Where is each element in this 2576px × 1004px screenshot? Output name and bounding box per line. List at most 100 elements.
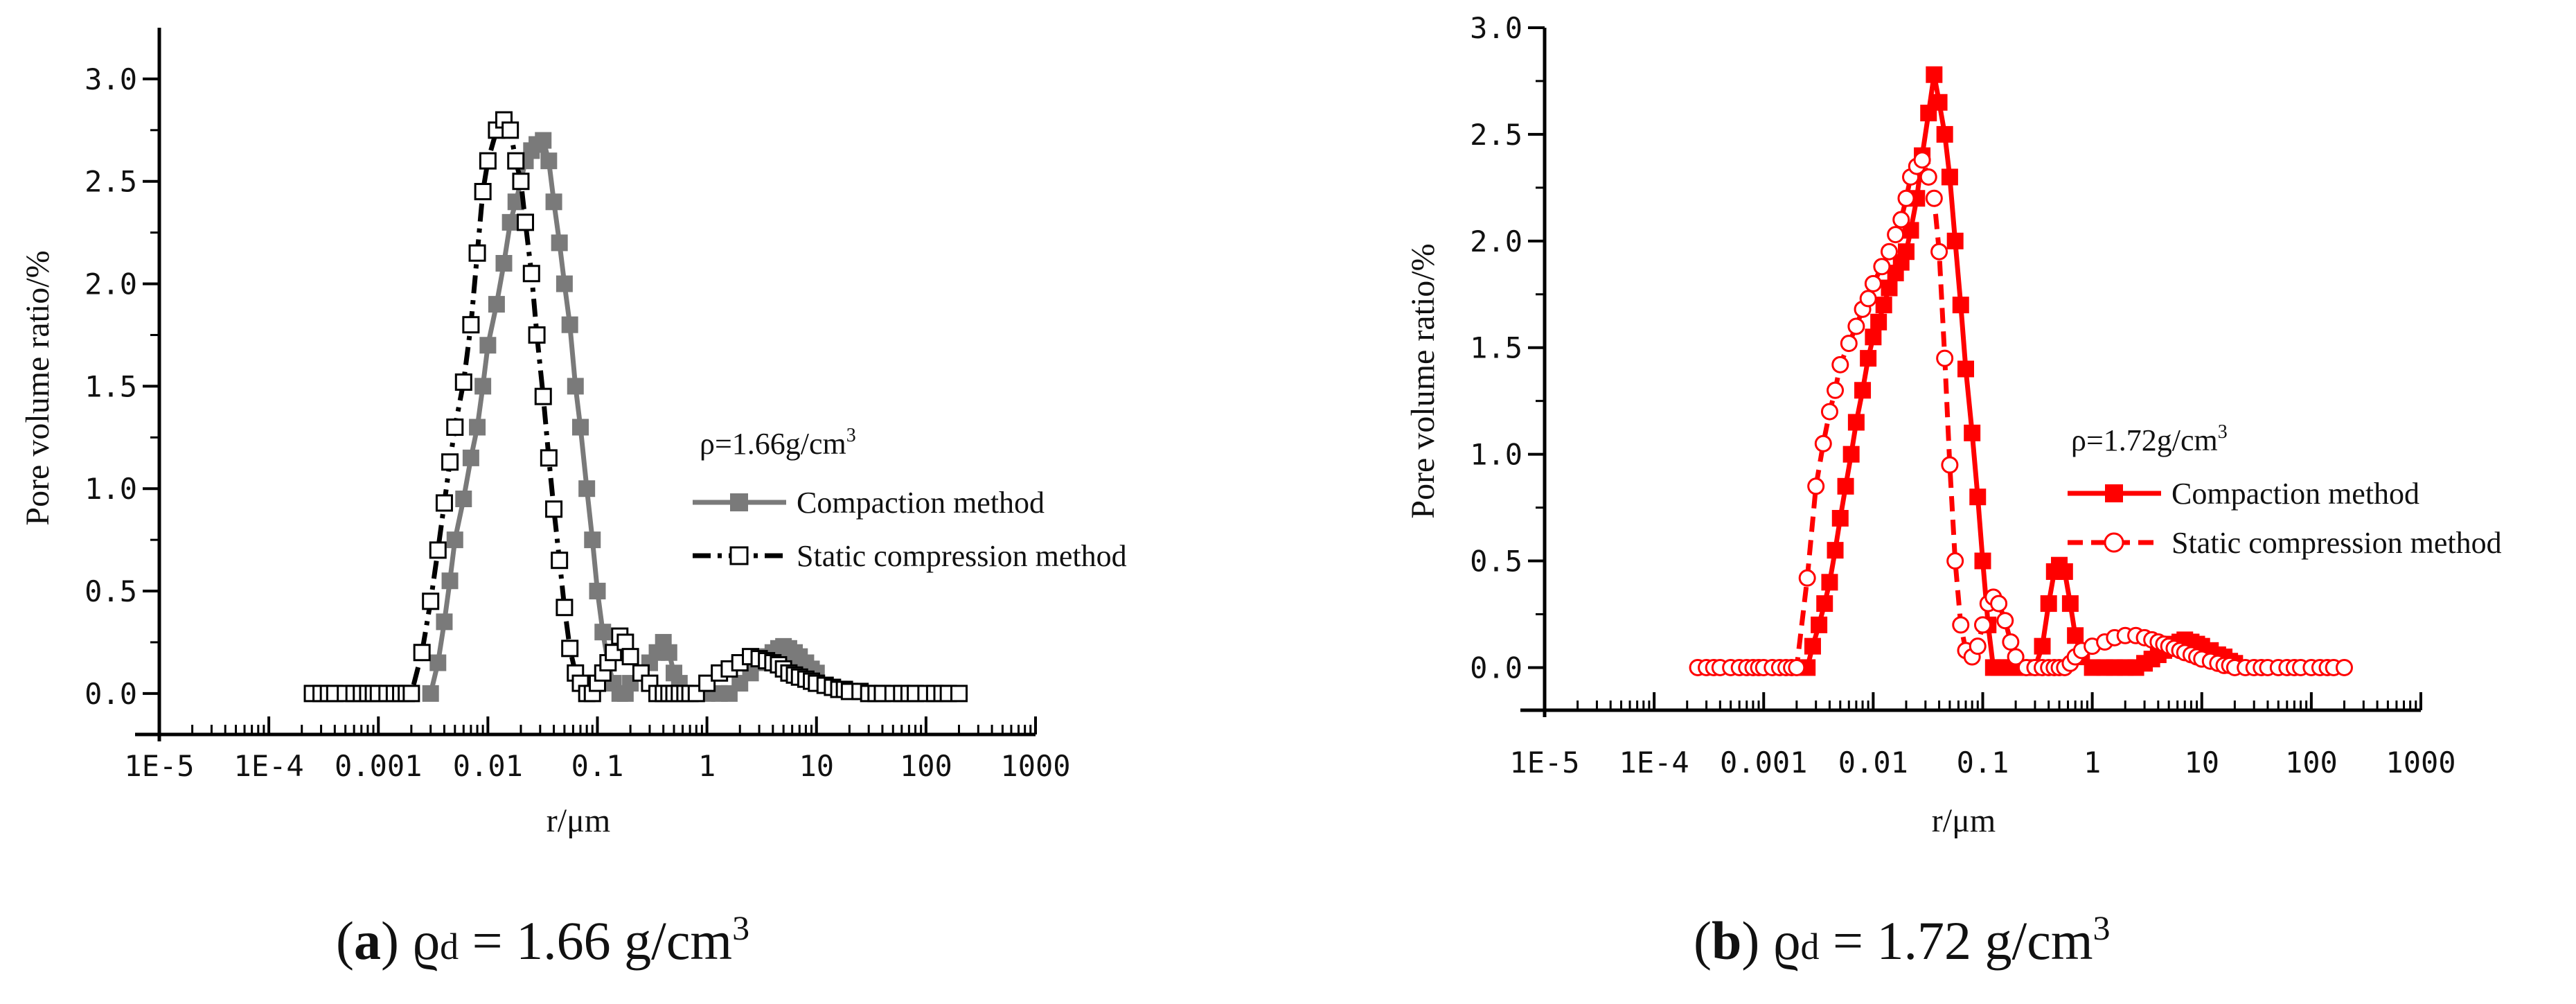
- point-static-compression-method: [1897, 189, 1915, 207]
- point-static-compression-method: [2335, 658, 2353, 676]
- point-static-compression-method: [454, 373, 472, 391]
- x-tick-label: 0.1: [1957, 746, 2009, 780]
- point-static-compression-method: [462, 316, 480, 334]
- point-compaction-method: [578, 480, 596, 497]
- point-compaction-method: [1831, 509, 1849, 527]
- point-compaction-method: [495, 255, 513, 272]
- y-tick-label: 3.0: [1470, 11, 1522, 45]
- point-compaction-method: [594, 624, 612, 641]
- point-static-compression-method: [1892, 211, 1910, 229]
- point-static-compression-method: [1996, 612, 2014, 630]
- point-compaction-method: [1941, 168, 1958, 186]
- point-static-compression-method: [1941, 456, 1959, 474]
- x-axis-label: r/μm: [547, 802, 610, 839]
- x-axis-label: r/μm: [1932, 802, 1996, 839]
- y-tick-label: 3.0: [85, 62, 137, 96]
- point-static-compression-method: [429, 541, 447, 559]
- point-compaction-method: [436, 613, 453, 631]
- point-compaction-method: [1847, 414, 1865, 431]
- point-compaction-method: [2040, 595, 2057, 613]
- point-compaction-method: [1854, 382, 1872, 399]
- point-static-compression-method: [1936, 349, 1954, 367]
- point-compaction-method: [1974, 552, 1991, 570]
- y-axis-label: Pore volume ratio/%: [1405, 243, 1441, 518]
- point-static-compression-method: [1840, 335, 1858, 353]
- x-tick-label: 0.001: [335, 749, 422, 783]
- point-compaction-method: [429, 654, 447, 671]
- y-tick-label: 1.5: [85, 369, 137, 403]
- legend-entry-static: Static compression method: [693, 539, 1127, 573]
- caption-b-text: = 1.72 g/cm: [1819, 910, 2093, 971]
- point-compaction-method: [462, 449, 479, 466]
- tick-labels: 1E-5 1E-4 0.001 0.01 0.1 1 10 100 1000 0.0 0.5 1.0 1…: [85, 62, 1070, 783]
- caption-a-superscript: 3: [732, 908, 750, 947]
- point-compaction-method: [556, 275, 573, 292]
- y-tick-label: 2.5: [1470, 118, 1522, 152]
- point-compaction-method: [1952, 297, 1969, 314]
- y-tick-label: 0.0: [1470, 651, 1522, 685]
- point-compaction-method: [1804, 637, 1821, 655]
- x-tick-label: 1: [2084, 746, 2101, 780]
- legend-entry-compaction: Compaction method: [2068, 477, 2419, 511]
- point-static-compression-method: [1873, 258, 1891, 276]
- y-tick-label: 1.0: [1470, 438, 1522, 472]
- series-layer: [1689, 66, 2353, 676]
- series-line-compaction-method: [1804, 72, 2236, 670]
- point-static-compression-method: [474, 183, 492, 201]
- point-static-compression-method: [501, 121, 519, 139]
- y-tick-label: 1.5: [1470, 331, 1522, 365]
- point-compaction-method: [1969, 488, 1987, 506]
- point-static-compression-method: [1952, 616, 1970, 634]
- point-static-compression-method: [534, 387, 552, 405]
- series-line-static-compression-method: [1698, 157, 2345, 670]
- x-tick-label: 100: [900, 749, 952, 783]
- y-axis-label: Pore volume ratio/%: [19, 250, 56, 525]
- point-compaction-method: [1946, 232, 1964, 249]
- point-static-compression-method: [950, 685, 968, 703]
- y-tick-label: 2.0: [85, 267, 137, 301]
- axis-ticks: [143, 77, 1037, 734]
- legend-title: ρ=1.66g/cm3: [700, 425, 856, 461]
- point-static-compression-method: [528, 326, 546, 344]
- legend-label-compaction: Compaction method: [2171, 477, 2419, 511]
- point-static-compression-method: [1814, 434, 1832, 452]
- point-compaction-method: [540, 152, 558, 170]
- y-tick-label: 0.0: [85, 677, 137, 711]
- point-compaction-method: [1930, 94, 1948, 111]
- caption-b-superscript: 3: [2093, 908, 2111, 947]
- x-tick-label: 0.01: [453, 749, 523, 783]
- y-tick-label: 1.0: [85, 472, 137, 506]
- point-compaction-method: [422, 685, 439, 702]
- point-compaction-method: [1936, 125, 1953, 143]
- point-static-compression-method: [698, 674, 716, 692]
- x-tick-label: 0.1: [571, 749, 624, 783]
- point-compaction-method: [1897, 243, 1915, 261]
- point-static-compression-method: [1788, 658, 1806, 676]
- legend-marker-static: [2104, 532, 2124, 553]
- point-compaction-method: [446, 531, 463, 549]
- point-compaction-method: [572, 419, 589, 436]
- tick-labels: 1E-5 1E-4 0.001 0.01 0.1 1 10 100 1000 0.0 0.5 1.0 1…: [1470, 11, 2455, 780]
- caption-a-subscript: d: [440, 926, 459, 967]
- caption-b-subscript: d: [1800, 926, 1820, 967]
- point-compaction-method: [1816, 595, 1833, 613]
- point-static-compression-method: [479, 152, 497, 170]
- legend: ρ=1.66g/cm3 Compaction method Static com…: [693, 425, 1127, 573]
- x-tick-label: 1E-4: [1619, 746, 1689, 780]
- point-static-compression-method: [468, 244, 486, 262]
- x-tick-label: 1E-5: [1509, 746, 1579, 780]
- point-static-compression-method: [1847, 317, 1865, 335]
- point-static-compression-method: [1827, 381, 1845, 399]
- point-static-compression-method: [413, 644, 431, 662]
- point-compaction-method: [2056, 563, 2073, 580]
- x-tick-label: 1E-5: [124, 749, 194, 783]
- point-static-compression-method: [441, 453, 459, 471]
- point-compaction-method: [1881, 279, 1898, 297]
- point-compaction-method: [479, 337, 497, 354]
- point-compaction-method: [1957, 360, 1975, 378]
- point-static-compression-method: [1798, 569, 1816, 587]
- x-tick-label: 1000: [2386, 746, 2455, 780]
- legend-marker-static: [729, 546, 749, 565]
- point-static-compression-method: [2002, 633, 2020, 651]
- legend-label-static: Static compression method: [2171, 526, 2502, 560]
